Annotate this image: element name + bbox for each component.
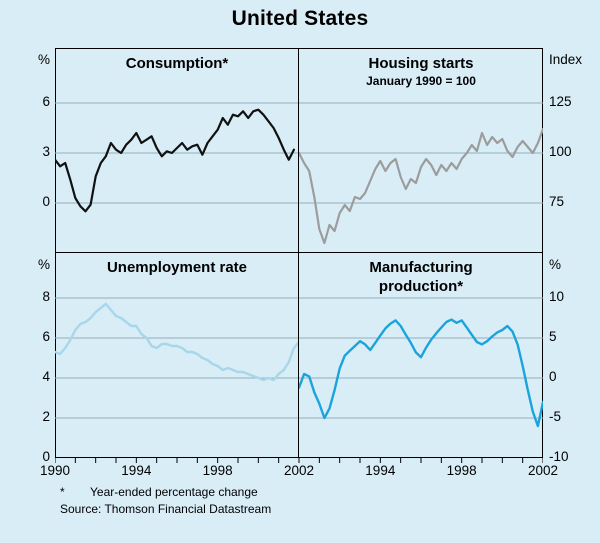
y-tick-label: 2 [42,409,50,424]
x-tick-label: 1998 [202,463,233,478]
y-tick-label: -5 [549,409,562,424]
consumption-line-chart [55,102,299,213]
y-tick-label: 3 [42,144,50,159]
y-tick-label: 0 [42,194,50,209]
y-tick-label: 100 [549,144,572,159]
footnote-symbol: * [60,485,65,499]
y-tick-label: 5 [549,329,557,344]
x-tick-label: 1994 [121,463,152,478]
chart-title: United States [231,7,369,30]
x-axis-ticks [55,458,543,463]
y-tick-label: 0 [549,369,557,384]
y-axis-unit-housing: Index [549,52,583,67]
panel-subtitle-housing: January 1990 = 100 [366,73,476,88]
panel-title-manufacturing: Manufacturing production* [369,259,473,295]
y-tick-label: -10 [549,449,569,464]
unemployment-line-chart [55,297,299,419]
housing-starts-line-chart [299,102,543,245]
footnote-text: Year-ended percentage change [90,485,258,499]
y-axis-unit-unemployment: % [37,257,50,272]
x-tick-label: 1998 [446,463,477,478]
y-axis-unit-consumption: % [37,52,50,67]
panel-title-housing: Housing starts January 1990 = 100 [299,55,543,89]
source-note: Source: Thomson Financial Datastream [60,502,272,516]
x-tick-label: 1990 [39,463,71,478]
y-tick-label: 125 [549,94,572,109]
y-tick-label: 4 [42,369,50,384]
y-tick-label: 0 [42,449,50,464]
panel-title-unemployment: Unemployment rate [106,259,248,276]
plot-frame [55,48,543,458]
footnote: * Year-ended percentage change [60,485,258,501]
x-tick-label: 2002 [527,463,559,478]
panel-title-consumption: Consumption* [125,55,229,72]
x-tick-label: 2002 [283,463,315,478]
y-tick-label: 8 [42,289,50,304]
y-tick-label: 6 [42,94,50,109]
y-tick-label: 10 [549,289,565,304]
panel-divider-horizontal [55,252,543,253]
panel-title-housing-main: Housing starts [368,55,474,72]
y-axis-unit-manufacturing: % [549,257,562,272]
panel-divider-vertical [298,48,299,458]
manufacturing-line-chart [299,297,543,428]
y-tick-label: 75 [549,194,565,209]
x-tick-label: 1994 [365,463,396,478]
y-tick-label: 6 [42,329,50,344]
